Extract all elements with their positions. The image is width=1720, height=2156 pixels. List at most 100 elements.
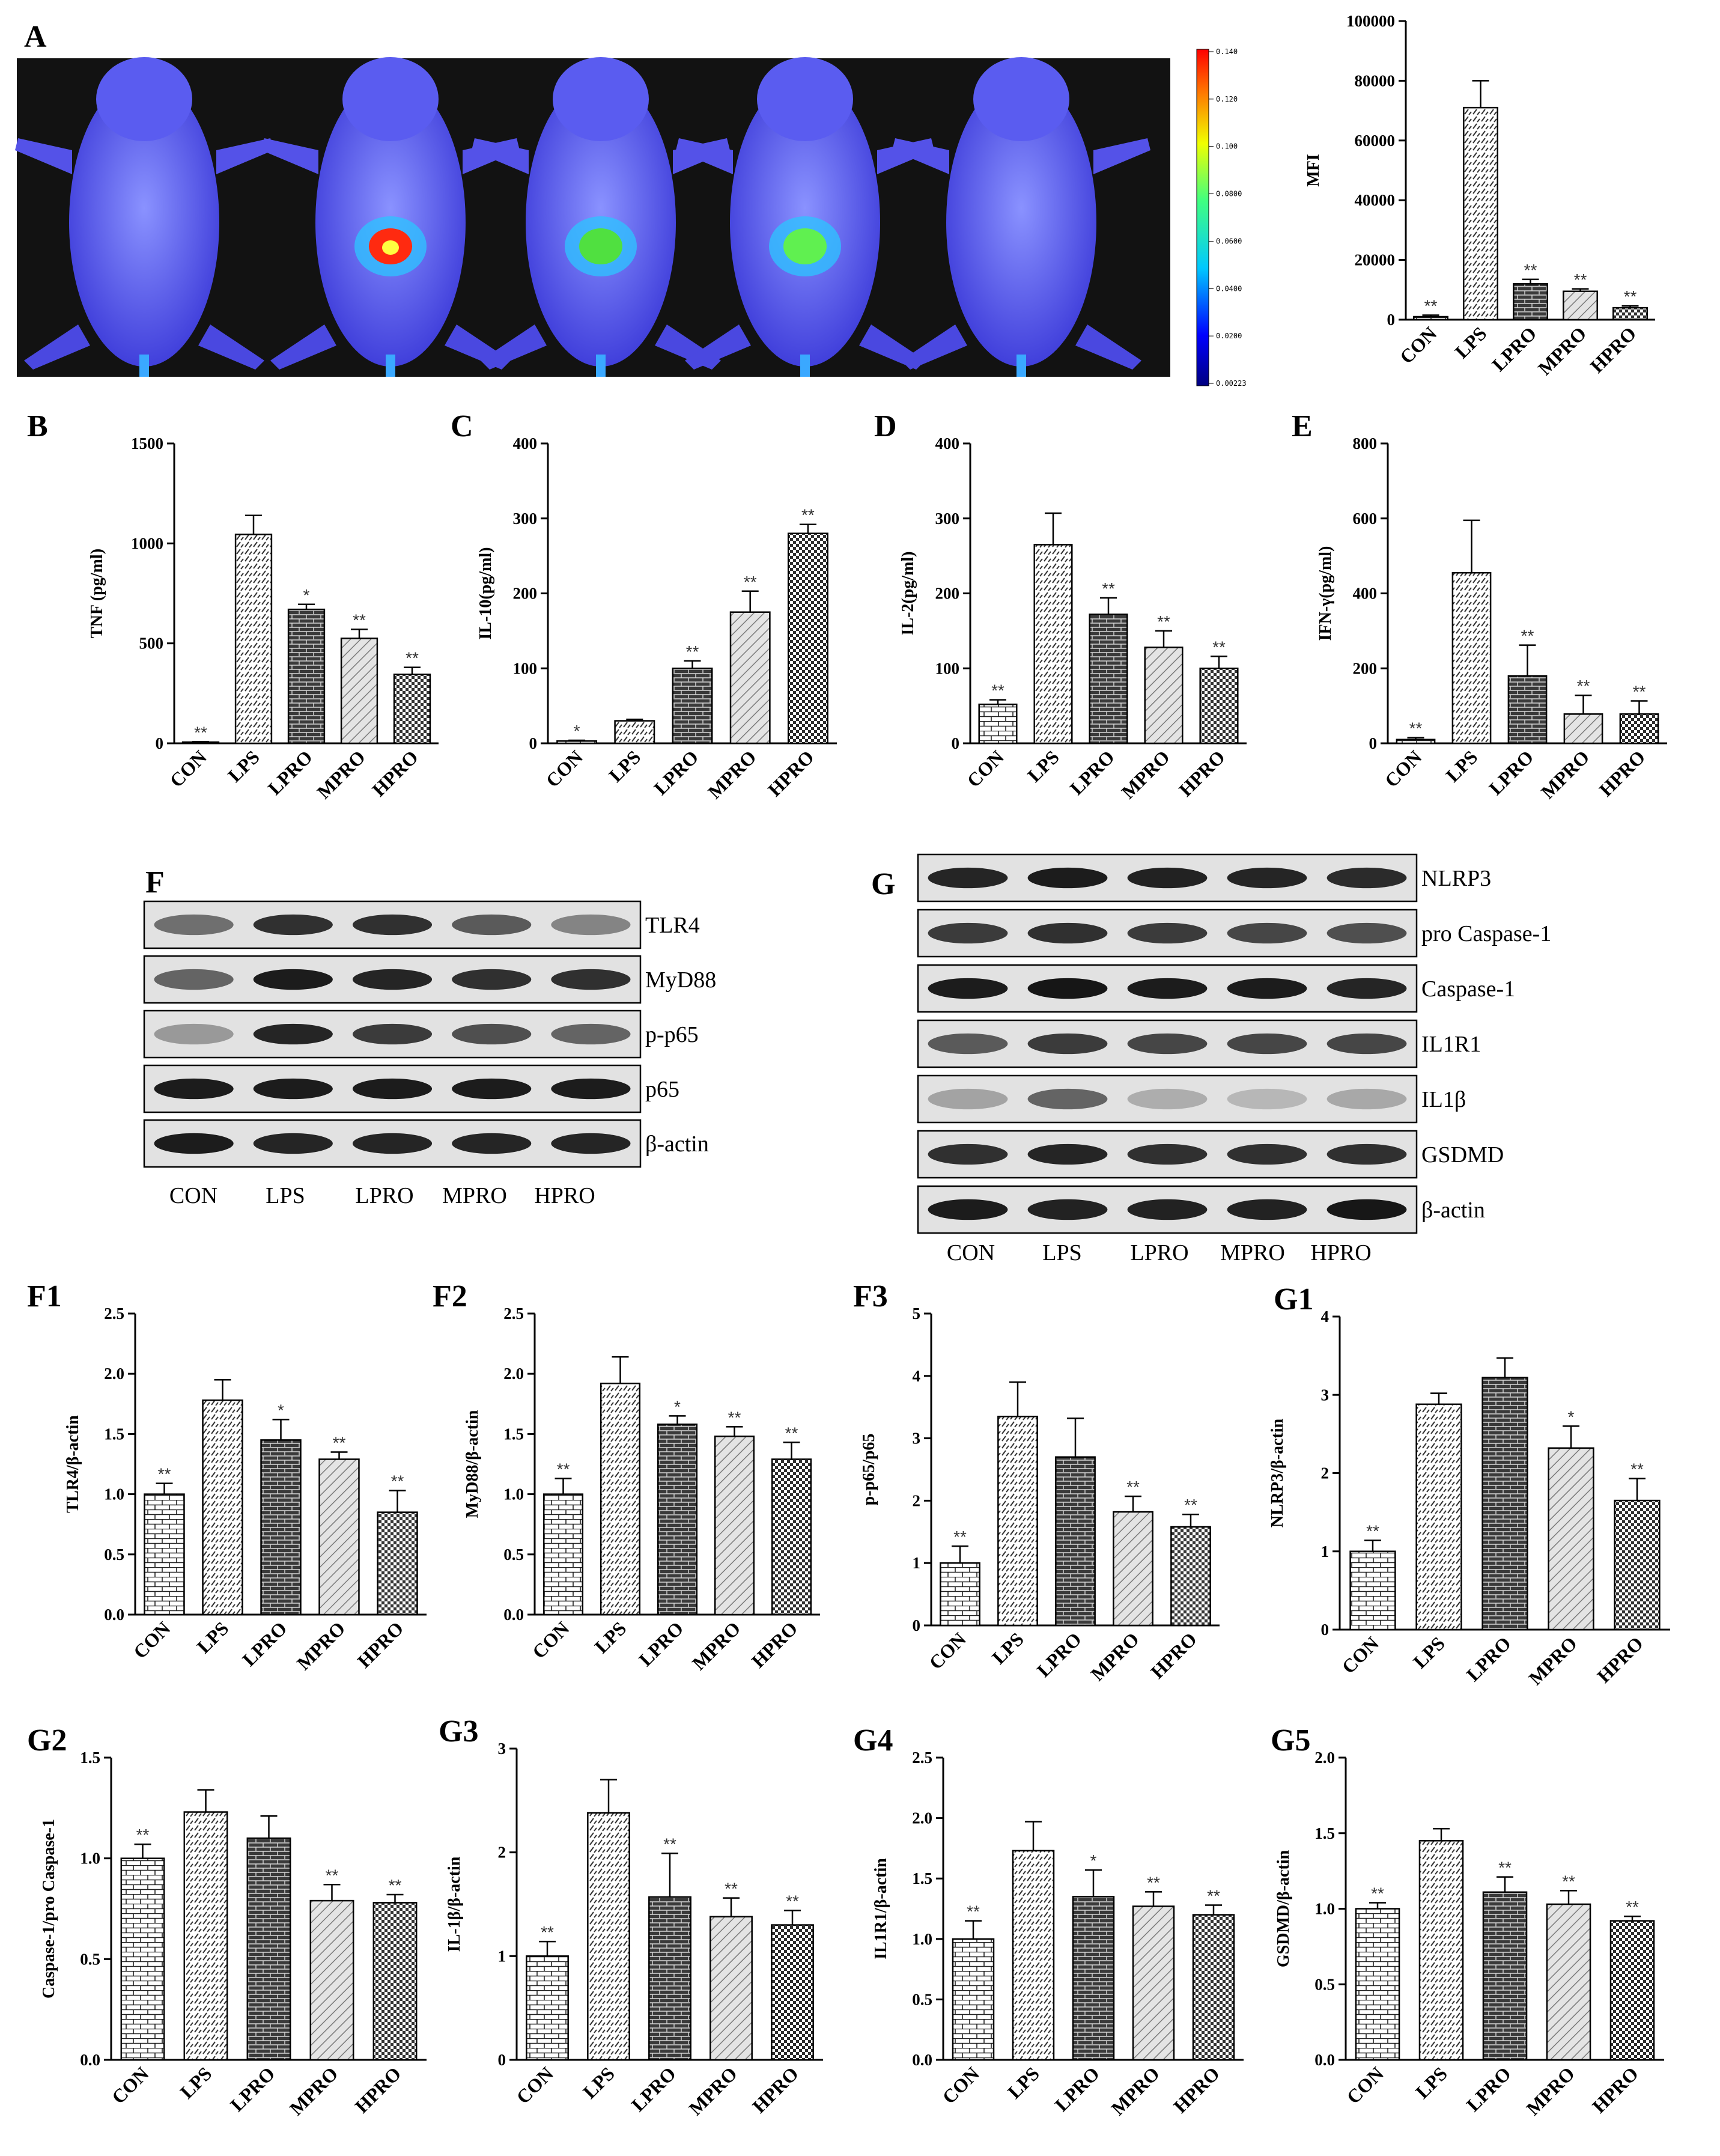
x-tick-label: LPS bbox=[223, 746, 264, 786]
blot-band bbox=[1326, 1088, 1407, 1110]
y-axis-label: TLR4/β-actin bbox=[64, 1415, 82, 1513]
bar-lps bbox=[202, 1399, 243, 1616]
blot-band bbox=[154, 1023, 234, 1045]
x-tick-label: CON bbox=[528, 1617, 574, 1663]
x-tick-label: LPRO bbox=[649, 746, 702, 799]
bar-hpro bbox=[787, 532, 828, 745]
blot-band bbox=[1127, 1033, 1208, 1055]
significance-marker: ** bbox=[663, 1835, 676, 1853]
bar-con bbox=[542, 1493, 584, 1616]
blot-band bbox=[1227, 1088, 1307, 1110]
blot-band bbox=[1227, 867, 1307, 889]
bar-lps bbox=[1418, 1840, 1464, 2061]
x-tick-label: MPRO bbox=[688, 1617, 745, 1674]
bar-mpro bbox=[1546, 1903, 1591, 2061]
colorbar bbox=[1196, 49, 1209, 386]
bar-lps bbox=[1012, 1850, 1055, 2061]
bar-hpro bbox=[372, 1902, 418, 2061]
panel-label: G3 bbox=[439, 1714, 478, 1749]
mouse-forelimb bbox=[216, 138, 273, 174]
bar-hpro bbox=[771, 1924, 814, 2061]
blot-band bbox=[1127, 1143, 1208, 1165]
blot-row--actin: β-actin bbox=[917, 1185, 1485, 1234]
significance-marker: ** bbox=[1577, 677, 1590, 695]
blot-band bbox=[1027, 1143, 1108, 1165]
y-axis-label: NLRP3/β-actin bbox=[1268, 1418, 1287, 1527]
bar-lpro bbox=[657, 1424, 698, 1616]
chart-b: B 0 500 1000 1500 TNF (pg/ml) ** CON LPS * LPRO ** M… bbox=[27, 409, 439, 803]
mouse-hindlimb bbox=[685, 324, 751, 370]
significance-marker: ** bbox=[158, 1465, 171, 1484]
blot-band bbox=[551, 1133, 631, 1154]
bar-lpro bbox=[648, 1896, 691, 2061]
blot-band bbox=[928, 1033, 1008, 1055]
y-tick-label: 1.0 bbox=[104, 1485, 124, 1503]
bar-mpro bbox=[309, 1899, 354, 2061]
blot-band bbox=[928, 1143, 1008, 1165]
significance-marker: ** bbox=[1626, 1898, 1639, 1916]
x-tick-label: CON bbox=[1337, 1632, 1383, 1678]
blot-band bbox=[1127, 978, 1208, 999]
y-tick-label: 0.5 bbox=[912, 1990, 932, 2008]
x-tick-label: LPRO bbox=[1033, 1628, 1086, 1681]
bar-hpro bbox=[1199, 668, 1239, 745]
blot-row-label: pro Caspase-1 bbox=[1421, 921, 1551, 946]
significance-marker: * bbox=[574, 722, 580, 740]
mouse-head bbox=[757, 57, 853, 141]
bar-con bbox=[1413, 315, 1448, 321]
y-tick-label: 400 bbox=[1353, 585, 1378, 603]
x-tick-label: HPRO bbox=[1593, 1632, 1647, 1687]
x-tick-label: LPRO bbox=[1051, 2062, 1104, 2115]
y-axis-label: IL-10(pg/ml) bbox=[476, 547, 495, 640]
significance-marker: ** bbox=[1498, 1859, 1512, 1877]
western-blot-G: NLRP3 pro Caspase-1 Caspase-1 IL1R1 IL1β GSDM… bbox=[917, 853, 1551, 1265]
x-tick-label: LPRO bbox=[1484, 746, 1537, 799]
blot-band bbox=[1227, 1199, 1307, 1220]
colorbar-tick-label: 0.120 bbox=[1216, 95, 1238, 103]
blot-band bbox=[253, 1078, 333, 1100]
chart-g3: G3 0 1 2 3 IL-1β/β-actin ** CON LPS ** LPRO ** MPRO *… bbox=[439, 1714, 823, 2119]
bar-con bbox=[144, 1493, 185, 1616]
x-tick-label: HPRO bbox=[747, 1617, 802, 1672]
significance-marker: ** bbox=[1630, 1460, 1644, 1479]
mouse-forelimb bbox=[261, 138, 318, 174]
blot-band bbox=[452, 1078, 532, 1100]
y-tick-label: 0 bbox=[529, 734, 538, 752]
y-tick-label: 1 bbox=[913, 1554, 921, 1572]
y-tick-label: 1.0 bbox=[912, 1930, 932, 1948]
blot-band bbox=[1027, 1199, 1108, 1220]
bar-lps bbox=[614, 720, 655, 745]
y-tick-label: 1.0 bbox=[503, 1485, 524, 1503]
colorbar-tick-label: 0.00223 bbox=[1216, 379, 1247, 388]
blot-row-label: GSDMD bbox=[1421, 1142, 1504, 1168]
y-axis-label: GSDMD/β-actin bbox=[1274, 1850, 1293, 1967]
y-tick-label: 1000 bbox=[131, 534, 163, 552]
chart-g5: G5 0.0 0.5 1.0 1.5 2.0 GSDMD/β-actin ** CON LPS **… bbox=[1271, 1723, 1664, 2119]
blot-band bbox=[1326, 1033, 1407, 1055]
blot-lane-label: LPRO bbox=[355, 1183, 413, 1208]
x-tick-label: LPRO bbox=[226, 2062, 279, 2115]
mouse-tail bbox=[1017, 355, 1026, 377]
bar-lps bbox=[587, 1812, 630, 2061]
x-tick-label: MPRO bbox=[703, 746, 761, 803]
blot-band bbox=[1227, 1033, 1307, 1055]
significance-marker: * bbox=[278, 1401, 284, 1419]
panel-label-F: F bbox=[145, 865, 165, 900]
blot-row-label: β-actin bbox=[1421, 1198, 1485, 1223]
x-tick-label: MPRO bbox=[293, 1617, 350, 1674]
significance-marker: ** bbox=[1562, 1872, 1575, 1890]
blot-band bbox=[1127, 1088, 1208, 1110]
y-tick-label: 1.0 bbox=[1314, 1900, 1335, 1918]
chart-d: D 0 100 200 300 400 IL-2(pg/ml) ** CON LPS ** LPRO *… bbox=[874, 409, 1247, 803]
y-axis-label: Caspase-1/pro Caspase-1 bbox=[40, 1819, 58, 1999]
y-tick-label: 1.5 bbox=[912, 1869, 932, 1887]
y-tick-label: 1.5 bbox=[104, 1425, 124, 1443]
blot-band bbox=[253, 1023, 333, 1045]
x-tick-label: HPRO bbox=[1595, 746, 1650, 800]
chart-f2: F2 0.0 0.5 1.0 1.5 2.0 2.5 MyD88/β-actin ** CON LP… bbox=[433, 1279, 820, 1674]
blot-row-label: NLRP3 bbox=[1421, 866, 1491, 891]
y-tick-label: 4 bbox=[1321, 1308, 1330, 1326]
blot-row-il1r1: IL1R1 bbox=[917, 1019, 1481, 1068]
y-tick-label: 2.0 bbox=[912, 1809, 932, 1827]
significance-marker: ** bbox=[785, 1424, 798, 1442]
